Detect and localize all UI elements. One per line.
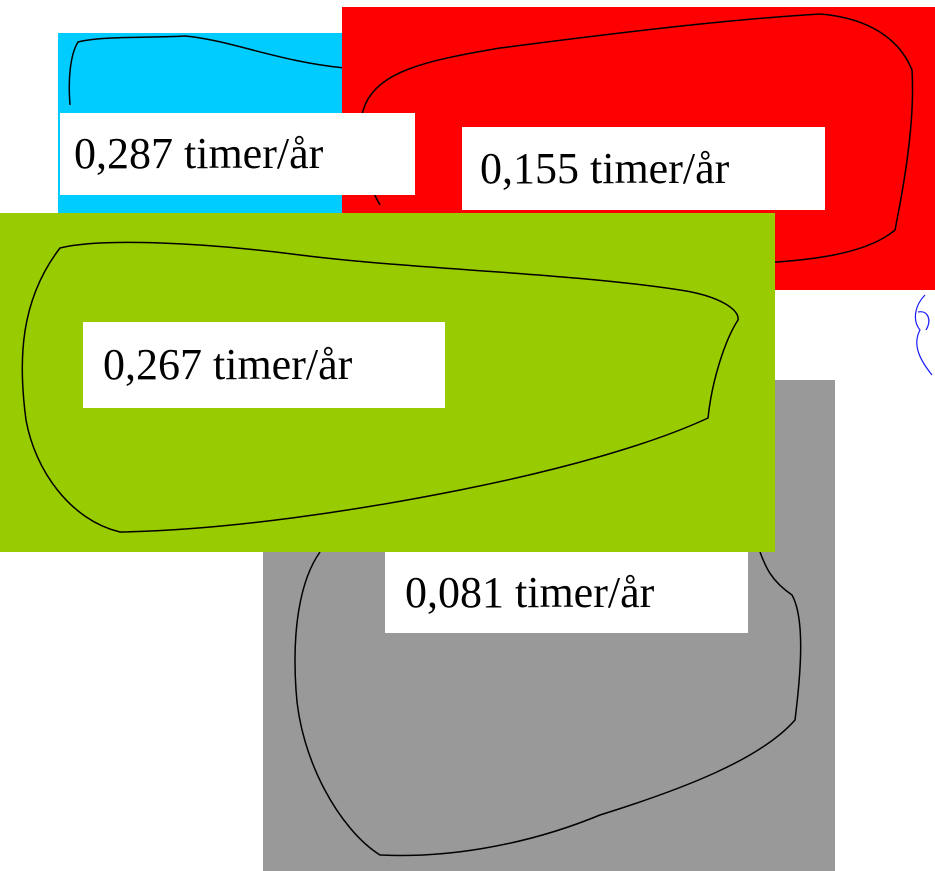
page: 0,287 timer/år 0,155 timer/år 0,267 time… [0,0,935,871]
green-label: 0,267 timer/år [83,322,445,408]
gray-label: 0,081 timer/år [385,552,748,633]
cyan-label: 0,287 timer/år [60,113,415,195]
red-label: 0,155 timer/år [462,127,825,210]
